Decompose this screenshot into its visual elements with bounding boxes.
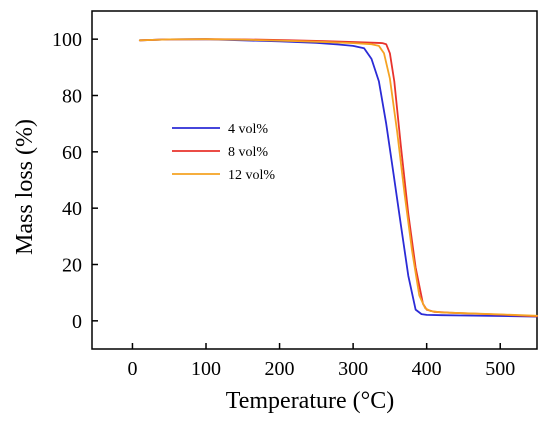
series-line-1 xyxy=(138,38,538,318)
y-tick-label: 60 xyxy=(62,142,82,164)
series-lines xyxy=(138,38,538,318)
legend-label: 4 vol% xyxy=(228,122,268,137)
x-tick-label: 500 xyxy=(485,358,515,380)
series-line-2 xyxy=(138,38,538,318)
x-tick-label: 200 xyxy=(265,358,295,380)
y-tick-label: 80 xyxy=(62,86,82,108)
x-axis: 0 100 200 300 400 500 xyxy=(127,343,515,380)
legend: 4 vol% 8 vol% 12 vol% xyxy=(172,122,275,183)
plot-frame xyxy=(91,10,538,350)
y-tick-label: 20 xyxy=(62,255,82,277)
x-axis-title: Temperature (°C) xyxy=(226,388,395,414)
legend-label: 12 vol% xyxy=(228,168,275,183)
legend-label: 8 vol% xyxy=(228,145,268,160)
x-tick-label: 0 xyxy=(127,358,137,380)
y-tick-label: 40 xyxy=(62,198,82,220)
x-tick-label: 300 xyxy=(338,358,368,380)
y-tick-label: 0 xyxy=(72,311,82,333)
y-tick-label: 100 xyxy=(52,29,82,51)
y-axis: 0 20 40 60 80 100 xyxy=(52,29,98,333)
y-axis-title: Mass loss (%) xyxy=(12,119,38,255)
x-tick-label: 400 xyxy=(412,358,442,380)
x-tick-label: 100 xyxy=(191,358,221,380)
series-line-3 xyxy=(138,38,538,317)
